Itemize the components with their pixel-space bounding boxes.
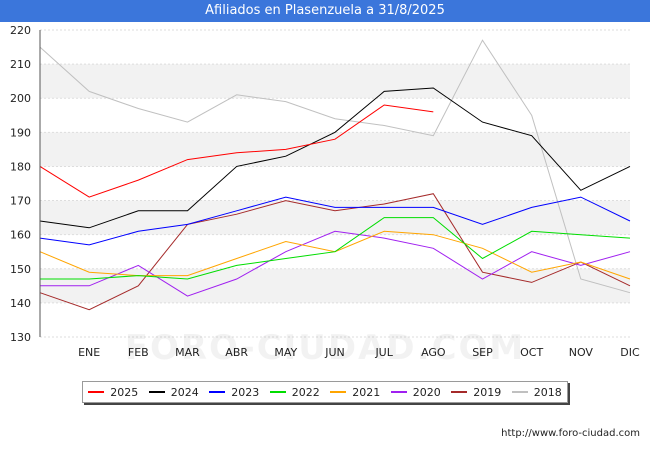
x-tick-label: MAY <box>274 346 297 359</box>
watermark: FORO-CIUDAD.COM <box>124 328 526 368</box>
series-line-2020 <box>40 230 631 297</box>
legend-label: 2021 <box>352 385 381 399</box>
series-line-2023 <box>39 196 631 246</box>
x-tick-label: AGO <box>421 346 446 359</box>
y-tick-label: 190 <box>10 126 31 139</box>
x-tick-label: DIC <box>620 346 640 359</box>
legend-swatch <box>330 391 347 393</box>
legend-item-2023: 2023 <box>209 386 259 399</box>
y-tick-label: 200 <box>10 92 31 105</box>
legend-swatch <box>209 391 226 393</box>
series-line-2018 <box>39 39 631 294</box>
legend-item-2024: 2024 <box>148 385 199 399</box>
x-tick-label: ENE <box>78 346 100 359</box>
x-axis-ticks: ENE FEB MAR ABR MAY JUN JUL AGO SEP OCT NOV DIC <box>78 346 640 359</box>
legend-item-2021: 2021 <box>330 386 380 399</box>
y-tick-label: 170 <box>10 195 31 208</box>
x-tick-label: JUN <box>324 346 345 359</box>
legend-swatch <box>390 391 407 393</box>
legend-label: 2019 <box>473 385 502 399</box>
series-line-2022 <box>40 217 631 280</box>
x-tick-label: MAR <box>175 346 200 359</box>
y-tick-label: 130 <box>10 331 31 344</box>
chart-title: Afiliados en Plasenzuela a 31/8/2025 <box>0 0 650 22</box>
grid-band <box>40 64 630 99</box>
y-axis-ticks: 130 140 150 160 170 180 190 200 210 220 <box>10 24 31 344</box>
y-tick-label: 160 <box>10 229 31 242</box>
grid-band <box>40 132 630 167</box>
legend-swatch <box>451 391 468 393</box>
grid-band <box>40 268 630 303</box>
y-tick-label: 210 <box>10 58 31 71</box>
series-line-2024 <box>39 87 631 229</box>
legend-label: 2020 <box>412 385 441 399</box>
legend-item-2022: 2022 <box>269 385 320 399</box>
legend-label: 2018 <box>533 385 562 399</box>
source-credit[interactable]: http://www.foro-ciudad.com <box>501 428 640 439</box>
x-tick-label: OCT <box>520 346 543 359</box>
line-chart: 130 140 150 160 170 180 190 200 210 220 ENE FEB MAR… <box>10 24 640 359</box>
legend-label: 2023 <box>231 385 260 399</box>
legend-swatch <box>148 391 165 393</box>
legend-item-2025: 2025 <box>88 386 138 399</box>
legend: 2025 2024 2023 2022 2021 2020 2019 2018 <box>82 381 568 403</box>
x-tick-label: ABR <box>225 346 248 359</box>
x-tick-label: SEP <box>472 346 493 359</box>
legend-item-2019: 2019 <box>451 386 501 399</box>
legend-label: 2025 <box>110 385 139 399</box>
legend-label: 2022 <box>291 385 320 399</box>
y-tick-label: 180 <box>10 160 31 173</box>
legend-label: 2024 <box>170 385 199 399</box>
x-tick-label: FEB <box>128 346 149 359</box>
y-tick-label: 140 <box>10 297 31 310</box>
legend-swatch <box>511 391 528 393</box>
x-tick-label: JUL <box>374 346 393 359</box>
legend-item-2018: 2018 <box>511 385 562 399</box>
grid-bands <box>40 64 630 303</box>
legend-swatch <box>88 391 105 393</box>
y-tick-label: 220 <box>10 24 31 37</box>
series-line-2025 <box>39 104 434 198</box>
series-line-2019 <box>39 193 631 311</box>
legend-swatch <box>269 391 286 393</box>
legend-item-2020: 2020 <box>390 385 441 399</box>
series-lines <box>39 39 631 311</box>
x-tick-label: NOV <box>569 346 594 359</box>
grid-band <box>40 200 630 235</box>
y-tick-label: 150 <box>10 263 31 276</box>
